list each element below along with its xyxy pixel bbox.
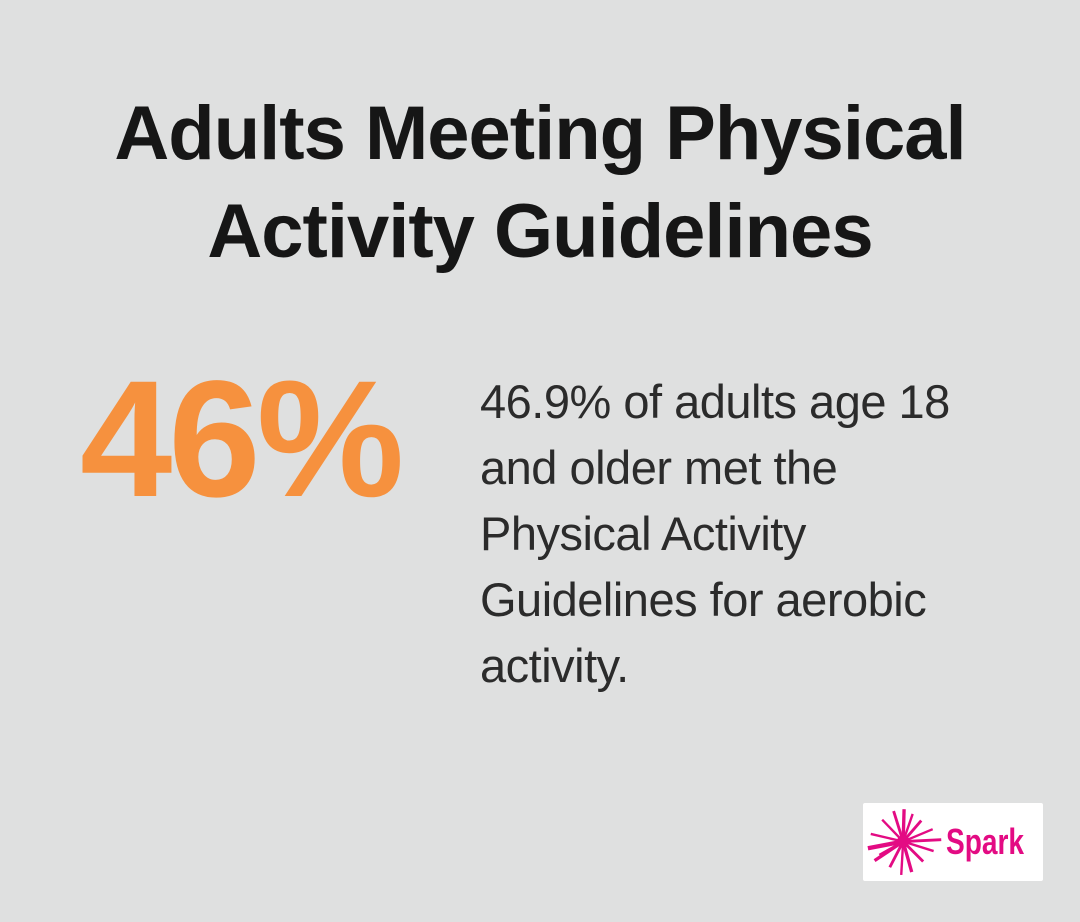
spark-wordmark: Spark xyxy=(946,821,1025,862)
page-title: Adults Meeting Physical Activity Guideli… xyxy=(0,85,1080,281)
title-line-2: Activity Guidelines xyxy=(207,189,873,274)
stat-description: 46.9% of adults age 18 and older met the… xyxy=(480,375,950,692)
spark-logo: Spark xyxy=(863,803,1043,881)
title-line-1: Adults Meeting Physical xyxy=(114,91,966,176)
spark-starburst-icon xyxy=(867,808,942,875)
stat-value: 46% xyxy=(80,347,404,532)
